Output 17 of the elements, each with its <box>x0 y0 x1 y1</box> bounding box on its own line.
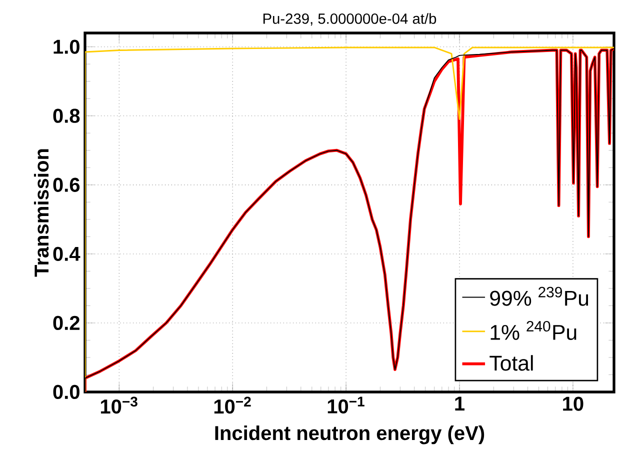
legend-label: 1% $^{240}$Pu <box>490 320 576 340</box>
chart-title: Pu-239, 5.000000e-04 at/b <box>263 13 436 26</box>
x-tick-label: 10$^{−1}$ <box>328 396 364 414</box>
y-tick-label: 0.2 <box>53 316 80 330</box>
legend-label: Total <box>490 355 533 371</box>
legend-label: 99% $^{239}$Pu <box>490 286 588 306</box>
x-tick-label: 10$^{−2}$ <box>214 396 251 414</box>
x-tick-label: 10$^{−3}$ <box>100 396 138 414</box>
y-tick-label: 1.0 <box>54 40 80 54</box>
y-axis-title: Transmission <box>34 149 49 277</box>
y-tick-label: 0.8 <box>53 108 80 123</box>
y-tick-label: 0.0 <box>53 384 80 400</box>
x-tick-label: 10 <box>563 396 584 411</box>
x-tick-label: 1 <box>455 396 465 410</box>
x-axis-title: Incident neutron energy (eV) <box>215 425 484 444</box>
y-tick-label: 0.6 <box>53 178 80 192</box>
y-tick-label: 0.4 <box>53 246 80 261</box>
